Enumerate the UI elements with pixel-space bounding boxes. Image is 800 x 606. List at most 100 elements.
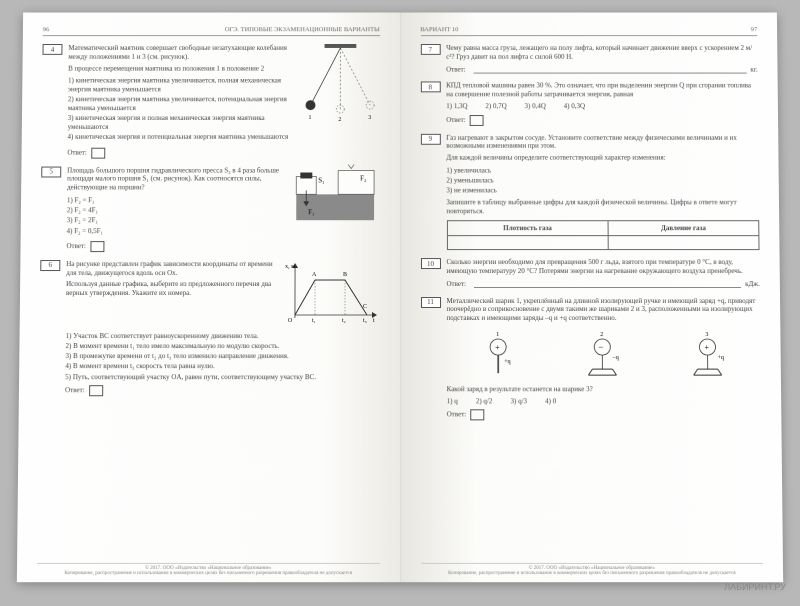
page-num-right: 97 bbox=[751, 26, 758, 33]
task-7: 7 Чему равна масса груза, лежащего на по… bbox=[420, 44, 757, 74]
q6-text2: Используя данные графика, выберите из пр… bbox=[66, 280, 279, 297]
svg-text:1: 1 bbox=[496, 332, 499, 338]
answer-label: Ответ: bbox=[67, 148, 87, 157]
svg-text:−: − bbox=[599, 342, 604, 352]
charge-figure: 1 + +q 2 − −q bbox=[447, 329, 761, 379]
q4-opt1: 1) кинетическая энергия маятника увеличи… bbox=[68, 77, 294, 94]
answer-label: Ответ: bbox=[446, 116, 465, 125]
q5-opt4: 4) F₂ = 0,5F₁ bbox=[67, 227, 284, 236]
svg-text:+: + bbox=[704, 343, 709, 352]
q9-text3: Запишите в таблицу выбранные цифры для к… bbox=[446, 198, 759, 215]
q9-col2: Давление газа bbox=[608, 220, 759, 236]
q4-answer: Ответ: bbox=[67, 147, 379, 158]
svg-text:C: C bbox=[362, 304, 366, 310]
q6-text: На рисунке представлен график зависимост… bbox=[66, 260, 278, 277]
svg-text:x, м: x, м bbox=[285, 264, 295, 270]
answer-line[interactable] bbox=[474, 66, 747, 74]
task-num: 5 bbox=[41, 166, 61, 177]
q5-opt1: 1) F₂ = F₁ bbox=[67, 196, 284, 205]
q9-ch3: 3) не изменилась bbox=[446, 187, 759, 196]
q11-opt1: 1) q bbox=[447, 397, 458, 406]
unit: кДж. bbox=[745, 280, 760, 289]
task-num: 9 bbox=[420, 133, 440, 144]
task-num: 6 bbox=[40, 260, 60, 271]
svg-text:+q: +q bbox=[717, 355, 723, 361]
q10-answer: Ответ: кДж. bbox=[446, 280, 759, 289]
q4-opt3: 3) кинетическая энергия и полная механич… bbox=[68, 114, 294, 131]
q11-answer: Ответ: bbox=[447, 410, 762, 421]
q9-ch1: 1) увеличилась bbox=[446, 166, 758, 175]
svg-text:−q: −q bbox=[613, 355, 619, 361]
answer-line[interactable] bbox=[474, 280, 741, 288]
task-num: 11 bbox=[421, 296, 441, 307]
q8-opt2: 2) 0,7Q bbox=[485, 102, 506, 111]
q11-opt4: 4) 0 bbox=[545, 397, 556, 406]
svg-text:+q: +q bbox=[504, 359, 510, 365]
answer-box[interactable] bbox=[91, 147, 105, 158]
svg-text:t: t bbox=[372, 318, 374, 324]
q6-opt3: 3) В промежутке времени от t₂ до t₃ тело… bbox=[65, 352, 379, 361]
q6-opt2: 2) В момент времени t₁ тело имело максим… bbox=[65, 342, 379, 351]
q9-cell1[interactable] bbox=[447, 236, 608, 250]
q7-answer: Ответ: кг. bbox=[446, 65, 757, 74]
variant-label: ВАРИАНТ 10 bbox=[420, 26, 458, 33]
task-num: 4 bbox=[43, 44, 63, 55]
q6-answer: Ответ: bbox=[65, 385, 379, 396]
answer-box[interactable] bbox=[89, 385, 103, 396]
watermark: ЛАБИРИНТ.РУ bbox=[724, 582, 786, 592]
footer-note: Копирование, распространение и использов… bbox=[421, 571, 763, 576]
q5-options: 1) F₂ = F₁ 2) F₂ = 4F₁ 3) F₂ = 2F₁ 4) F₂… bbox=[67, 196, 284, 235]
task-11: 11 Металлический шарик 1, укреплённый на… bbox=[421, 296, 762, 420]
svg-text:B: B bbox=[343, 272, 347, 278]
svg-text:O: O bbox=[287, 318, 292, 324]
q8-opt3: 3) 0,4Q bbox=[525, 102, 546, 111]
q7-text: Чему равна масса груза, лежащего на полу… bbox=[446, 44, 757, 61]
header-right: ВАРИАНТ 10 97 bbox=[420, 26, 757, 36]
task-num: 8 bbox=[420, 82, 440, 93]
svg-text:3: 3 bbox=[368, 115, 371, 121]
book-spread: 96 ОГЭ. ТИПОВЫЕ ЭКЗАМЕНАЦИОННЫЕ ВАРИАНТЫ… bbox=[17, 13, 783, 583]
svg-text:+: + bbox=[495, 343, 500, 352]
task-num: 7 bbox=[420, 44, 440, 55]
q4-opt2: 2) кинетическая энергия маятника увеличи… bbox=[68, 96, 294, 113]
answer-box[interactable] bbox=[90, 241, 104, 252]
page-right: ВАРИАНТ 10 97 7 Чему равна масса груза, … bbox=[400, 13, 783, 583]
answer-label: Ответ: bbox=[66, 242, 86, 251]
footer-right: © 2017. ООО «Издательство «Национальное … bbox=[421, 563, 763, 576]
q9-changes: 1) увеличилась 2) уменьшилась 3) не изме… bbox=[446, 166, 759, 195]
q9-text: Газ нагревают в закрытом сосуде. Установ… bbox=[446, 133, 758, 150]
svg-text:2: 2 bbox=[600, 332, 603, 338]
q8-answer: Ответ: bbox=[446, 115, 758, 126]
q6-opt1: 1) Участок BC соответствует равноускорен… bbox=[66, 332, 380, 341]
q9-text2: Для каждой величины определите соответст… bbox=[446, 154, 758, 163]
q8-text: КПД тепловой машины равен 30 %. Это озна… bbox=[446, 82, 758, 99]
svg-text:2: 2 bbox=[338, 117, 341, 123]
q8-options: 1) 1,3Q 2) 0,7Q 3) 0,4Q 4) 0,3Q bbox=[446, 102, 758, 111]
answer-label: Ответ: bbox=[446, 280, 466, 289]
svg-text:F₁: F₁ bbox=[308, 208, 314, 216]
footer-left: © 2017. ООО «Издательство «Национальное … bbox=[37, 563, 379, 576]
q6-options: 1) Участок BC соответствует равноускорен… bbox=[65, 332, 379, 382]
q4-opt4: 4) кинетическая энергия и потенциальная … bbox=[67, 133, 294, 142]
q11-opt2: 2) q/2 bbox=[476, 397, 493, 406]
svg-text:1: 1 bbox=[308, 115, 311, 121]
task-8: 8 КПД тепловой машины равен 30 %. Это оз… bbox=[420, 82, 758, 126]
answer-label: Ответ: bbox=[446, 65, 465, 74]
svg-text:F₂: F₂ bbox=[360, 174, 367, 182]
task-4: 4 Математический маятник совершает свобо… bbox=[41, 44, 379, 158]
svg-text:t₁: t₁ bbox=[311, 318, 315, 324]
task-9: 9 Газ нагревают в закрытом сосуде. Устан… bbox=[420, 133, 759, 250]
q11-options: 1) q 2) q/2 3) q/3 4) 0 bbox=[447, 397, 762, 406]
answer-label: Ответ: bbox=[65, 387, 85, 396]
q11-text: Металлический шарик 1, укреплённый на дл… bbox=[447, 296, 761, 322]
q11-text2: Какой заряд в результате останется на ша… bbox=[447, 385, 761, 394]
answer-box[interactable] bbox=[470, 115, 484, 126]
q9-ch2: 2) уменьшилась bbox=[446, 176, 759, 185]
task-6: 6 На рисунке представлен график зависимо… bbox=[39, 260, 380, 397]
answer-box[interactable] bbox=[470, 410, 484, 421]
q4-options: 1) кинетическая энергия маятника увеличи… bbox=[67, 77, 294, 142]
q10-text: Сколько энергии необходимо для превращен… bbox=[446, 258, 759, 275]
graph-figure: x, м A B C O t₁ t₂ t₃ t bbox=[284, 260, 379, 328]
q9-cell2[interactable] bbox=[608, 236, 759, 250]
q5-text: Площадь большого поршня гидравлического … bbox=[67, 166, 284, 192]
